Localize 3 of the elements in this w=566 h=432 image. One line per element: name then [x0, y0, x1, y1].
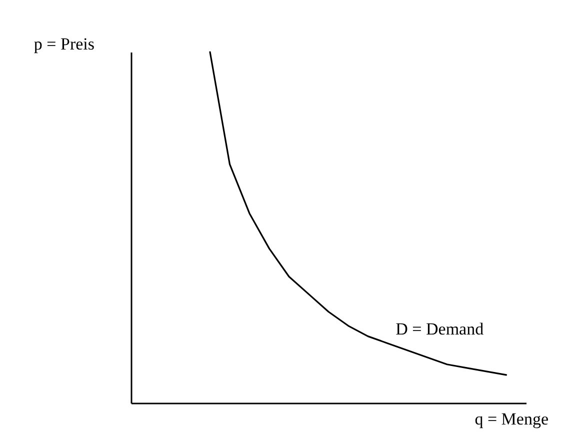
- y-axis-title: p = Preis: [34, 34, 94, 54]
- x-axis-title: q = Menge: [474, 410, 548, 428]
- annotation: D = Demand: [396, 319, 484, 338]
